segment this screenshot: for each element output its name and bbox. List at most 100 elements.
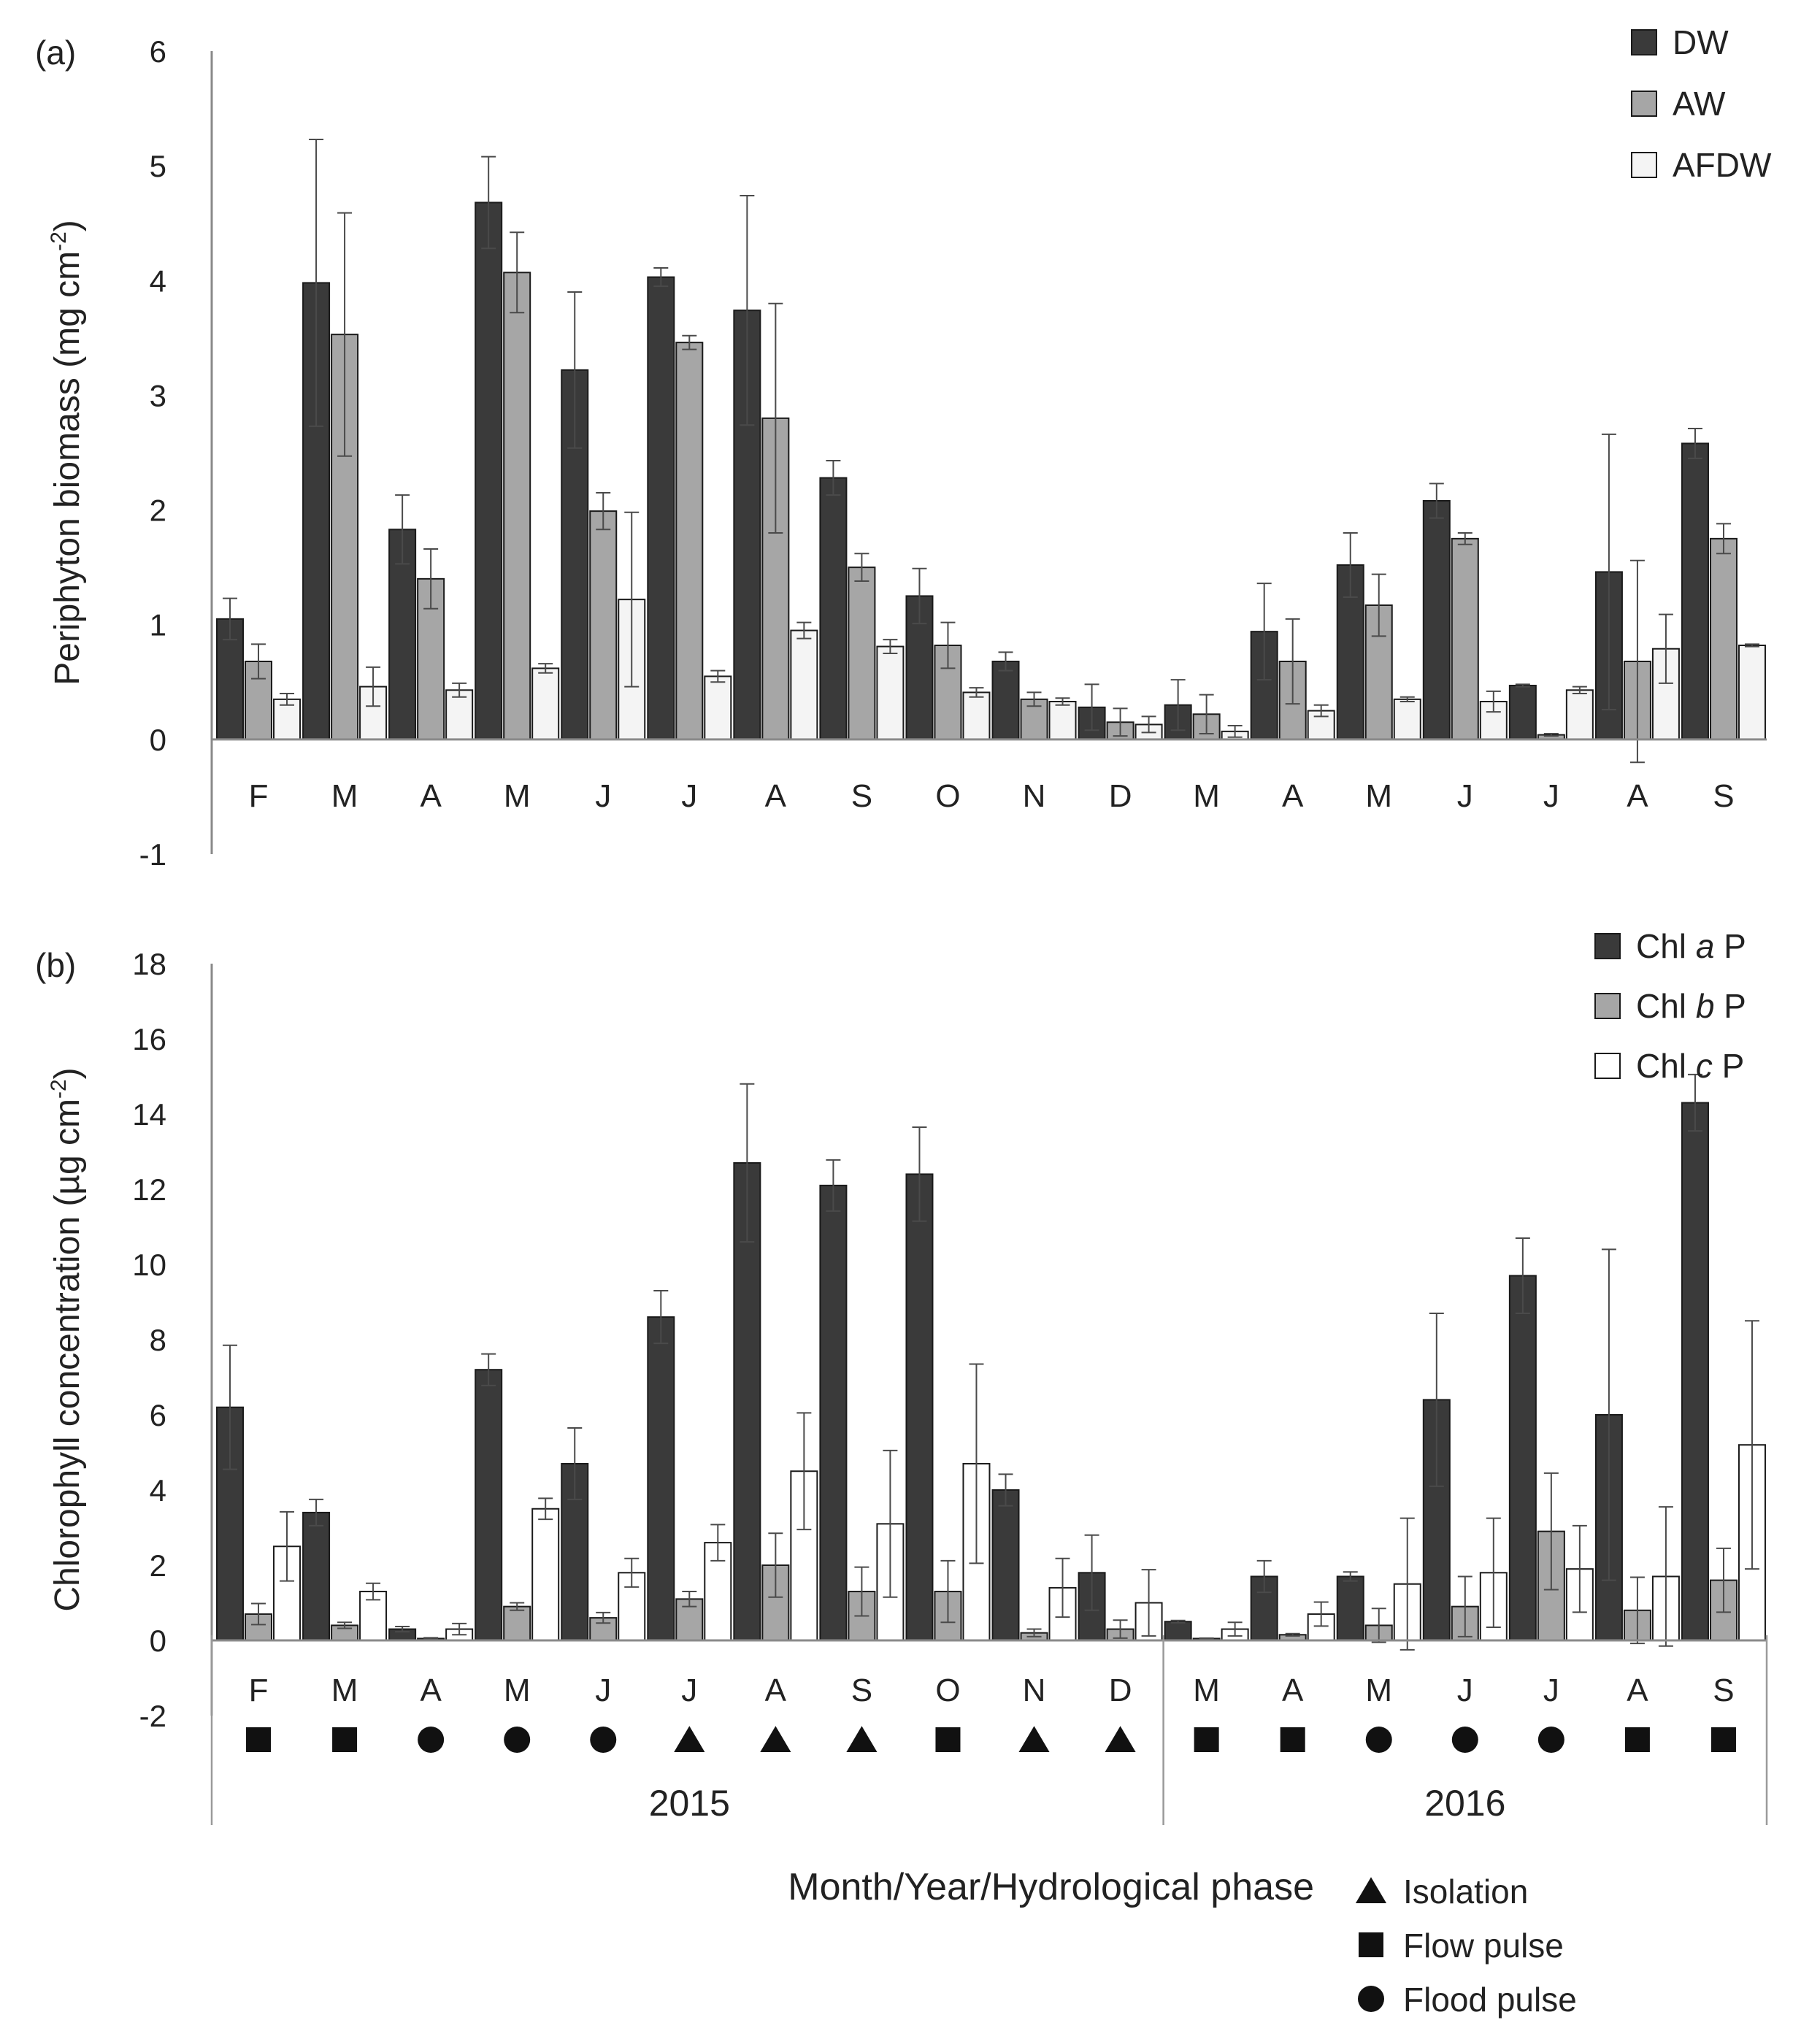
isolation-legend-marker — [1355, 1877, 1387, 1903]
bar — [475, 1369, 503, 1641]
error-bar — [1429, 483, 1444, 519]
error-bar — [1716, 1547, 1731, 1613]
bar — [876, 645, 905, 740]
x-tick-label: J — [595, 1673, 611, 1708]
bar — [647, 1316, 675, 1641]
error-bar — [1486, 1517, 1501, 1628]
flow-phase-marker — [1280, 1727, 1305, 1752]
bar — [848, 567, 876, 740]
x-tick-label: D — [1109, 778, 1132, 814]
y-tick-label: 6 — [150, 34, 166, 69]
error-bar — [1343, 532, 1358, 598]
bar — [1336, 1575, 1364, 1641]
error-bar — [1084, 683, 1099, 731]
legend-label-prefix: Chl — [1636, 987, 1696, 1025]
y-tick-label: 10 — [132, 1248, 166, 1282]
flow-phase-marker — [1624, 1727, 1650, 1752]
y-tick-label: 3 — [150, 378, 166, 412]
x-tick-label: A — [1282, 778, 1304, 814]
error-bar — [1601, 1248, 1616, 1581]
x-tick-label: S — [1713, 778, 1734, 814]
panel-label: (b) — [35, 946, 76, 984]
error-bar — [624, 511, 640, 688]
bar — [1451, 537, 1479, 740]
error-bar — [969, 687, 984, 698]
legend-swatch — [1594, 1053, 1621, 1079]
error-bar — [998, 651, 1013, 672]
legend-label: Chl b P — [1636, 987, 1746, 1025]
y-axis-label-main: Periphyton biomass (mg cm — [48, 251, 87, 686]
y-axis-label-text: Chlorophyll concentration (µg cm-2) — [47, 1067, 87, 1611]
error-bar — [1629, 1576, 1645, 1645]
flood-phase-marker — [1537, 1727, 1564, 1753]
error-bar — [481, 155, 496, 250]
bar — [531, 667, 560, 740]
year-axis: 2015 2016 — [210, 1635, 1768, 1825]
y-tick-label: 4 — [150, 1473, 166, 1508]
error-bar — [1543, 1472, 1559, 1591]
y-axis-label-end: ) — [48, 1067, 87, 1079]
error-bar — [796, 621, 812, 640]
flow-phase-marker — [332, 1727, 358, 1752]
x-tick-label: J — [1457, 778, 1473, 814]
bar — [1681, 1102, 1709, 1642]
legend-swatch — [1631, 91, 1657, 117]
bar — [475, 201, 503, 740]
phase-legend: Isolation Flow pulse Flood pulse — [1355, 1873, 1577, 2019]
error-bar — [653, 1290, 669, 1345]
bar — [819, 1184, 848, 1641]
y-axis-label-end: ) — [48, 220, 87, 231]
error-bar — [1486, 690, 1501, 713]
y-tick-label: 2 — [150, 494, 166, 528]
bar — [905, 1173, 934, 1641]
error-bar — [969, 1363, 984, 1564]
error-bar — [1141, 715, 1156, 734]
error-bar — [1601, 433, 1616, 710]
error-bar — [1285, 1632, 1300, 1637]
error-bar — [1658, 613, 1673, 684]
series-aw — [245, 212, 1738, 764]
y-axis-label: Chlorophyll concentration (µg cm-2) — [47, 1067, 87, 1611]
series-chl-a-p — [216, 1073, 1709, 1642]
legend: DW AW AFDW — [1631, 23, 1772, 184]
error-bar — [223, 597, 238, 641]
error-bar — [1055, 1557, 1070, 1618]
x-tick-label: A — [420, 1673, 442, 1708]
error-bar — [251, 643, 266, 680]
error-bar — [337, 212, 353, 457]
x-tick-label: S — [851, 778, 872, 814]
year-label: 2016 — [1424, 1783, 1505, 1824]
bar — [819, 477, 848, 740]
x-tick-label: O — [935, 1673, 960, 1708]
error-bar — [1084, 1534, 1099, 1611]
error-bar — [883, 639, 898, 654]
flow-phase-marker — [1710, 1727, 1736, 1752]
legend-label: AW — [1673, 85, 1726, 123]
error-bar — [682, 1591, 697, 1608]
flood-phase-marker — [590, 1727, 617, 1753]
error-bar — [1113, 1619, 1128, 1639]
error-bar — [510, 1602, 525, 1611]
error-bar — [1744, 1320, 1759, 1570]
bar — [962, 691, 991, 740]
phase-legend-label: Isolation — [1403, 1873, 1528, 1911]
error-bar — [423, 548, 439, 610]
x-tick-label: D — [1109, 1673, 1132, 1708]
legend-label-italic: a — [1696, 927, 1715, 965]
year-label: 2015 — [649, 1783, 730, 1824]
x-tick-label: J — [1543, 778, 1559, 814]
y-tick-label: 8 — [150, 1323, 166, 1357]
y-axis-label-text: Periphyton biomass (mg cm-2) — [47, 220, 87, 686]
error-bar — [1313, 704, 1329, 718]
error-bar — [854, 1566, 869, 1617]
legend-label-prefix: Chl — [1636, 1047, 1696, 1085]
legend-label: Chl c P — [1636, 1047, 1744, 1085]
series-afdw — [273, 511, 1766, 740]
error-bar — [423, 1637, 439, 1640]
error-bar — [337, 1621, 353, 1629]
error-bar — [1716, 523, 1731, 555]
isolation-phase-marker — [846, 1726, 878, 1752]
legend-label-suffix: P — [1714, 927, 1746, 965]
bar — [1164, 1621, 1192, 1641]
x-tick-label: A — [420, 778, 442, 814]
